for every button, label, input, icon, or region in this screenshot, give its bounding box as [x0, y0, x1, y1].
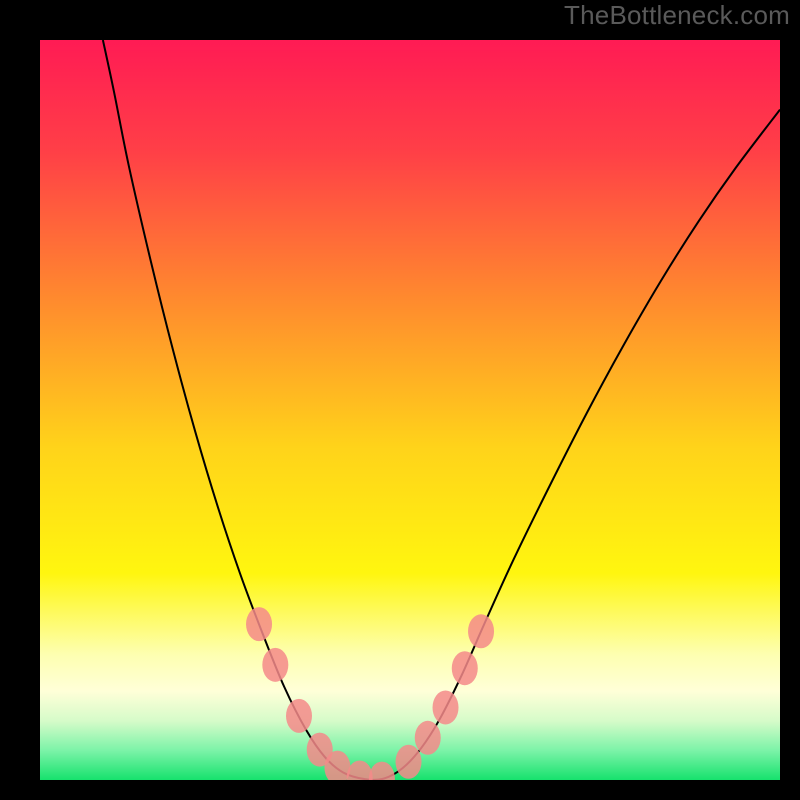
curve-marker — [262, 648, 288, 682]
chart-root: TheBottleneck.com — [0, 0, 800, 800]
curve-marker — [246, 607, 272, 641]
curve-marker — [433, 690, 459, 724]
curve-marker — [396, 745, 422, 779]
chart-svg — [40, 40, 780, 780]
gradient-background — [40, 40, 780, 780]
curve-marker — [286, 699, 312, 733]
watermark-text: TheBottleneck.com — [564, 0, 790, 31]
curve-marker — [452, 651, 478, 685]
plot-area — [40, 40, 780, 780]
curve-marker — [415, 721, 441, 755]
curve-marker — [468, 614, 494, 648]
